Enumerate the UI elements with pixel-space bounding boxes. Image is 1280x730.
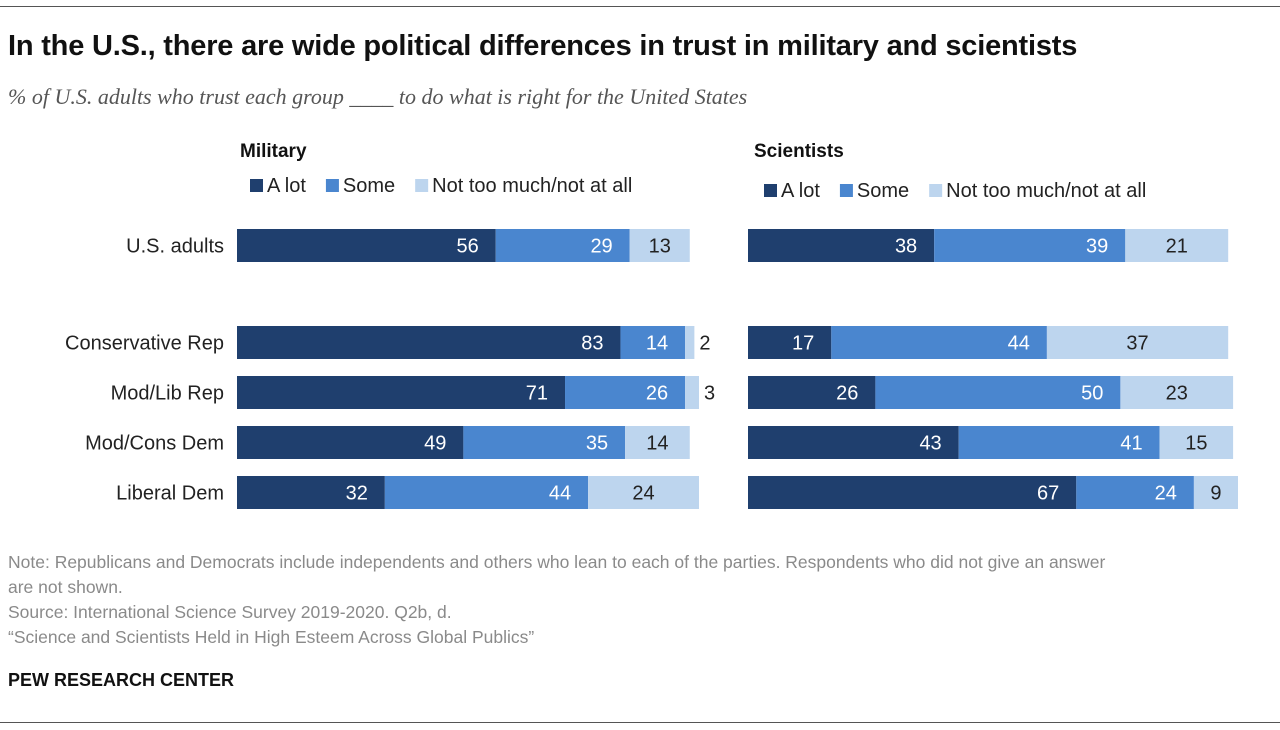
scientists-bar-conservative-rep-a-lot: [748, 326, 832, 359]
military-legend-label-some: Some: [343, 175, 395, 197]
scientists-bar-mod-lib-rep-not-too-much-not-at-all: [1120, 376, 1234, 409]
military-value-label-liberal-dem-some: 44: [549, 483, 571, 505]
scientists-value-label-liberal-dem-some: 24: [1155, 483, 1177, 505]
military-bar-conservative-rep-not-too-much-not-at-all: [685, 326, 695, 359]
military-bar-mod-lib-rep-a-lot: [237, 376, 566, 409]
note-line-2: are not shown.: [8, 577, 123, 597]
scientists-value-label-liberal-dem-a-lot: 67: [1037, 483, 1059, 505]
scientists-value-label-mod-cons-dem-a-lot: 43: [919, 433, 941, 455]
scientists-bar-liberal-dem-some: [1076, 476, 1194, 509]
military-bar-conservative-rep-some: [620, 326, 686, 359]
scientists-value-label-mod-cons-dem-some: 41: [1120, 433, 1142, 455]
category-label-mod-cons-dem: Mod/Cons Dem: [85, 433, 224, 455]
military-value-label-mod-cons-dem-a-lot: 49: [424, 433, 446, 455]
scientists-legend-label-not-too-much-not-at-all: Not too much/not at all: [946, 180, 1146, 202]
military-bar-mod-lib-rep-some: [565, 376, 686, 409]
military-value-label-mod-cons-dem-some: 35: [586, 433, 608, 455]
military-bar-liberal-dem-not-too-much-not-at-all: [588, 476, 699, 509]
military-bar-u-s-adults-a-lot: [237, 229, 496, 262]
scientists-value-label-u-s-adults-a-lot: 38: [895, 236, 917, 258]
scientists-value-label-mod-lib-rep-a-lot: 26: [836, 383, 858, 405]
scientists-bar-u-s-adults-some: [934, 229, 1126, 262]
scientists-value-label-u-s-adults-some: 39: [1086, 236, 1108, 258]
scientists-bar-mod-lib-rep-a-lot: [748, 376, 876, 409]
scientists-value-label-conservative-rep-not-too-much-not-at-all: 37: [1126, 333, 1148, 355]
military-bar-mod-cons-dem-a-lot: [237, 426, 464, 459]
category-label-u-s-adults: U.S. adults: [126, 236, 224, 258]
military-legend-label-not-too-much-not-at-all: Not too much/not at all: [432, 175, 632, 197]
military-bar-mod-lib-rep-not-too-much-not-at-all: [685, 376, 699, 409]
scientists-value-label-liberal-dem-not-too-much-not-at-all: 9: [1210, 483, 1221, 505]
scientists-legend-swatch-some: [839, 184, 853, 197]
report-line: “Science and Scientists Held in High Est…: [8, 627, 535, 647]
scientists-bar-u-s-adults-a-lot: [748, 229, 935, 262]
scientists-bar-mod-lib-rep-some: [875, 376, 1121, 409]
military-bar-u-s-adults-not-too-much-not-at-all: [629, 229, 690, 262]
scientists-legend-label-a-lot: A lot: [781, 180, 820, 202]
military-legend-swatch-a-lot: [250, 179, 263, 192]
scientists-legend-swatch-a-lot: [764, 184, 777, 197]
scientists-bar-mod-cons-dem-not-too-much-not-at-all: [1159, 426, 1234, 459]
footnotes: Note: Republicans and Democrats include …: [8, 550, 1278, 650]
top-rule: [0, 6, 1280, 7]
chart-title: In the U.S., there are wide political di…: [8, 30, 1078, 62]
military-value-label-mod-lib-rep-not-too-much-not-at-all: 3: [704, 383, 715, 405]
military-legend-swatch-some: [325, 179, 339, 192]
category-label-mod-lib-rep: Mod/Lib Rep: [111, 383, 224, 405]
military-value-label-u-s-adults-not-too-much-not-at-all: 13: [649, 236, 671, 258]
scientists-bar-conservative-rep-some: [831, 326, 1047, 359]
source-line: Source: International Science Survey 201…: [8, 602, 452, 622]
military-value-label-u-s-adults-a-lot: 56: [456, 236, 478, 258]
military-bar-mod-cons-dem-some: [463, 426, 626, 459]
military-value-label-conservative-rep-some: 14: [646, 333, 668, 355]
scientists-bar-mod-cons-dem-some: [958, 426, 1160, 459]
note-line-1: Note: Republicans and Democrats include …: [8, 552, 1106, 572]
scientists-value-label-conservative-rep-some: 44: [1008, 333, 1030, 355]
military-bar-u-s-adults-some: [495, 229, 630, 262]
scientists-bar-liberal-dem-a-lot: [748, 476, 1077, 509]
military-value-label-liberal-dem-not-too-much-not-at-all: 24: [632, 483, 654, 505]
scientists-value-label-mod-lib-rep-not-too-much-not-at-all: 23: [1166, 383, 1188, 405]
scientists-value-label-mod-lib-rep-some: 50: [1081, 383, 1103, 405]
chart-subtitle: % of U.S. adults who trust each group __…: [8, 84, 748, 109]
military-value-label-conservative-rep-a-lot: 83: [581, 333, 603, 355]
category-label-liberal-dem: Liberal Dem: [116, 483, 224, 505]
scientists-bar-mod-cons-dem-a-lot: [748, 426, 959, 459]
military-panel-title: Military: [240, 141, 307, 162]
military-bar-mod-cons-dem-not-too-much-not-at-all: [625, 426, 690, 459]
bottom-rule: [0, 722, 1280, 723]
scientists-legend-swatch-not-too-much-not-at-all: [929, 184, 943, 197]
military-value-label-u-s-adults-some: 29: [590, 236, 612, 258]
military-value-label-conservative-rep-not-too-much-not-at-all: 2: [699, 333, 710, 355]
scientists-panel-title: Scientists: [754, 141, 844, 162]
category-label-conservative-rep: Conservative Rep: [65, 333, 224, 355]
military-bar-liberal-dem-some: [384, 476, 589, 509]
scientists-legend-label-some: Some: [857, 180, 909, 202]
chart-area: U.S. adults Conservative Rep Mod/Lib Rep Mo…: [65, 141, 1238, 509]
scientists-bar-liberal-dem-not-too-much-not-at-all: [1193, 476, 1238, 509]
scientists-bar-conservative-rep-not-too-much-not-at-all: [1046, 326, 1229, 359]
military-value-label-liberal-dem-a-lot: 32: [346, 483, 368, 505]
military-legend-swatch-not-too-much-not-at-all: [415, 179, 429, 192]
military-value-label-mod-lib-rep-a-lot: 71: [526, 383, 548, 405]
scientists-bar-u-s-adults-not-too-much-not-at-all: [1125, 229, 1229, 262]
scientists-value-label-mod-cons-dem-not-too-much-not-at-all: 15: [1185, 433, 1207, 455]
military-value-label-mod-lib-rep-some: 26: [646, 383, 668, 405]
scientists-value-label-conservative-rep-a-lot: 17: [792, 333, 814, 355]
brand-logo-text: PEW RESEARCH CENTER: [8, 670, 235, 690]
military-legend-label-a-lot: A lot: [267, 175, 306, 197]
military-bar-liberal-dem-a-lot: [237, 476, 385, 509]
scientists-value-label-u-s-adults-not-too-much-not-at-all: 21: [1166, 236, 1188, 258]
military-value-label-mod-cons-dem-not-too-much-not-at-all: 14: [646, 433, 668, 455]
military-bar-conservative-rep-a-lot: [237, 326, 621, 359]
